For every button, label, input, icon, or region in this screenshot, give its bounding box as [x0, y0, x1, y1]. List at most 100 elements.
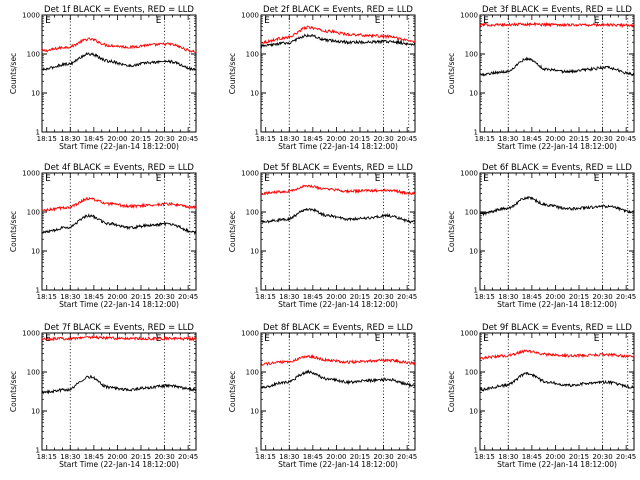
- y-tick-label: 10: [250, 408, 259, 416]
- event-rate-line: [41, 375, 197, 395]
- x-tick-label: 18:30: [60, 453, 80, 461]
- y-tick-label: 1000: [460, 170, 478, 178]
- event-marker-label: E: [483, 174, 489, 184]
- event-rate-line: [479, 56, 635, 77]
- event-rate-line: [41, 213, 197, 236]
- y-tick-label: 100: [246, 209, 259, 217]
- panel-title: Det 3f BLACK = Events, RED = LLD: [482, 5, 632, 15]
- event-marker-label: E: [375, 334, 381, 344]
- y-tick-label: 100: [27, 369, 40, 377]
- x-tick-label: 20:30: [154, 293, 174, 301]
- panel: Det 1f BLACK = Events, RED = LLD 1 10 100 10…: [9, 5, 198, 151]
- y-axis-label: Counts/sec: [447, 211, 456, 252]
- y-tick-label: 100: [246, 51, 259, 59]
- plot-frame: [260, 172, 416, 291]
- panel: Det 4f BLACK = Events, RED = LLD 1 10 100 10…: [9, 163, 198, 309]
- x-tick-label: 20:45: [397, 453, 417, 461]
- y-tick-label: 1: [255, 287, 259, 295]
- lld-rate-line: [41, 334, 197, 342]
- plot-frame: [479, 172, 635, 291]
- y-axis-label: Counts/sec: [447, 53, 456, 94]
- x-tick-label: 20:30: [592, 293, 612, 301]
- plot-frame: [260, 14, 416, 133]
- x-tick-label: 20:15: [131, 135, 151, 143]
- event-rate-line: [479, 371, 635, 392]
- y-tick-label: 10: [250, 248, 259, 256]
- y-tick-label: 1: [36, 287, 40, 295]
- x-tick-label: 18:45: [303, 453, 323, 461]
- y-tick-label: 1000: [22, 170, 40, 178]
- lld-rate-line: [479, 349, 635, 360]
- x-tick-label: 18:30: [279, 453, 299, 461]
- x-tick-label: 20:45: [616, 293, 636, 301]
- x-tick-label: 18:30: [498, 135, 518, 143]
- x-tick-label: 20:45: [178, 135, 198, 143]
- y-tick-label: 10: [31, 90, 40, 98]
- x-axis-label: Start Time (22-Jan-14 18:12:00): [59, 460, 179, 469]
- x-tick-label: 18:15: [37, 453, 57, 461]
- x-tick-label: 20:30: [592, 453, 612, 461]
- x-tick-label: 18:30: [498, 453, 518, 461]
- panel-title: Det 6f BLACK = Events, RED = LLD: [482, 163, 632, 173]
- panel: Det 7f BLACK = Events, RED = LLD 1 10 100 10…: [9, 323, 198, 469]
- x-tick-label: 20:45: [178, 293, 198, 301]
- y-tick-label: 1: [255, 447, 259, 455]
- x-tick-label: 18:30: [279, 135, 299, 143]
- x-tick-label: 18:45: [84, 453, 104, 461]
- plot-frame: [260, 332, 416, 451]
- x-tick-label: 20:30: [154, 453, 174, 461]
- event-marker-label: E: [375, 174, 381, 184]
- x-tick-label: 20:30: [373, 135, 393, 143]
- x-tick-label: 20:00: [545, 453, 565, 461]
- x-axis-label: Start Time (22-Jan-14 18:12:00): [278, 460, 398, 469]
- x-tick-label: 18:15: [256, 453, 276, 461]
- plot-frame: [41, 14, 197, 133]
- x-tick-label: 20:30: [373, 453, 393, 461]
- event-marker-label: E: [594, 16, 600, 26]
- y-tick-label: 10: [31, 408, 40, 416]
- panel-title: Det 7f BLACK = Events, RED = LLD: [44, 323, 194, 333]
- event-rate-line: [42, 51, 197, 72]
- y-tick-label: 100: [465, 51, 478, 59]
- x-tick-label: 20:15: [131, 453, 151, 461]
- panel-title: Det 1f BLACK = Events, RED = LLD: [44, 5, 194, 15]
- x-tick-label: 18:30: [60, 135, 80, 143]
- panel: Det 9f BLACK = Events, RED = LLD 1 10 100 10…: [447, 323, 636, 469]
- x-axis-label: Start Time (22-Jan-14 18:12:00): [497, 460, 617, 469]
- y-tick-label: 1: [36, 129, 40, 137]
- lld-rate-line: [41, 196, 197, 213]
- plot-frame: [479, 332, 635, 451]
- panel: Det 8f BLACK = Events, RED = LLD 1 10 100 10…: [228, 323, 417, 469]
- lld-rate-line: [479, 21, 635, 29]
- y-axis-label: Counts/sec: [447, 371, 456, 412]
- y-tick-label: 1: [255, 129, 259, 137]
- event-marker-label: E: [375, 16, 381, 26]
- panel-title: Det 5f BLACK = Events, RED = LLD: [263, 163, 413, 173]
- y-axis-label: Counts/sec: [228, 371, 237, 412]
- x-tick-label: 20:45: [616, 135, 636, 143]
- y-tick-label: 1000: [22, 12, 40, 20]
- lld-rate-line: [260, 25, 416, 45]
- x-tick-label: 20:45: [178, 453, 198, 461]
- x-tick-label: 20:00: [326, 135, 346, 143]
- x-tick-label: 18:30: [498, 293, 518, 301]
- x-tick-label: 20:00: [326, 293, 346, 301]
- panel-title: Det 4f BLACK = Events, RED = LLD: [44, 163, 194, 173]
- plot-frame: [41, 172, 197, 291]
- y-tick-label: 10: [469, 408, 478, 416]
- x-tick-label: 20:30: [592, 135, 612, 143]
- y-tick-label: 1000: [460, 330, 478, 338]
- event-marker-label: E: [45, 174, 51, 184]
- x-tick-label: 18:15: [256, 135, 276, 143]
- x-tick-label: 20:15: [350, 293, 370, 301]
- event-marker-label: E: [594, 334, 600, 344]
- x-tick-label: 20:15: [569, 453, 589, 461]
- x-tick-label: 20:15: [569, 293, 589, 301]
- y-tick-label: 10: [31, 248, 40, 256]
- y-tick-label: 1000: [241, 170, 259, 178]
- x-tick-label: 18:30: [279, 293, 299, 301]
- x-tick-label: 18:45: [303, 293, 323, 301]
- x-tick-label: 18:15: [475, 293, 495, 301]
- y-tick-label: 100: [465, 369, 478, 377]
